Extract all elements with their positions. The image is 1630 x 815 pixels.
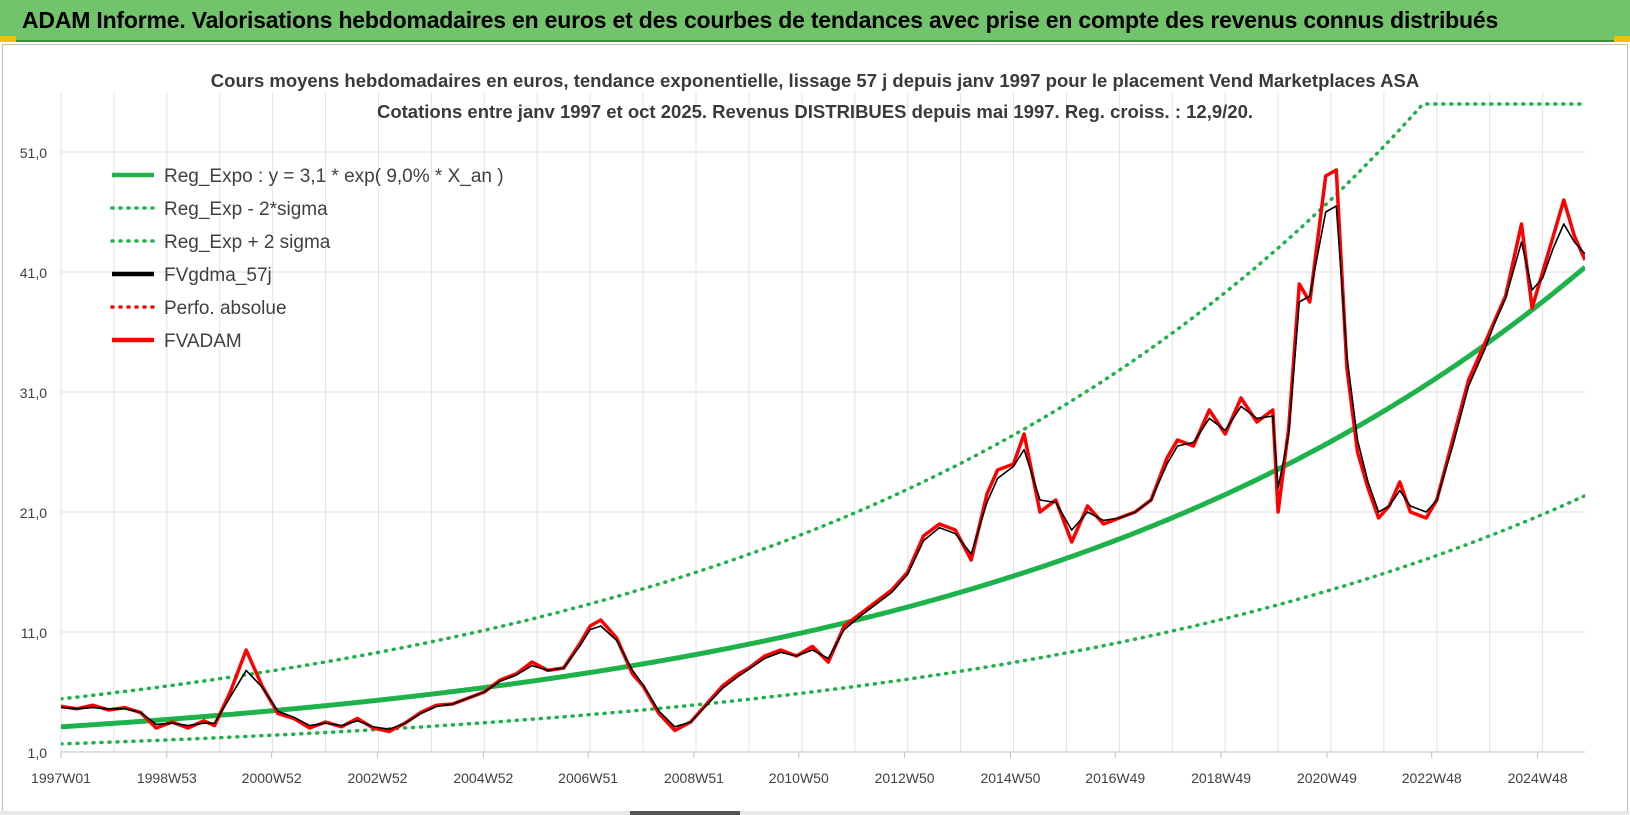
bottom-strip: [0, 811, 1630, 815]
corner-accent-right: [1614, 36, 1630, 42]
legend-label: Reg_Exp + 2 sigma: [164, 232, 331, 253]
x-tick-label: 2016W49: [1085, 770, 1145, 786]
x-tick-label: 2014W50: [980, 770, 1040, 786]
banner-title: ADAM Informe. Valorisations hebdomadaire…: [22, 7, 1499, 33]
reg-expo-line: [61, 265, 1585, 730]
x-tick-label: 2022W48: [1402, 770, 1462, 786]
reg-plus-2sigma-line: [61, 102, 1585, 701]
y-tick-label: 51,0: [20, 145, 47, 161]
legend-label: Perfo. absolue: [164, 298, 287, 319]
fvadam-line: [61, 168, 1585, 734]
x-tick-label: 2004W52: [453, 770, 513, 786]
x-tick-label: 2008W51: [664, 770, 724, 786]
chart-grid: [60, 92, 1585, 753]
chart-series: [61, 102, 1585, 746]
y-tick-label: 11,0: [21, 625, 47, 641]
x-tick-label: 2018W49: [1191, 770, 1251, 786]
x-tick-label: 2006W51: [558, 770, 618, 786]
bottom-strip-marker: [630, 811, 740, 815]
chart-legend: Reg_Expo : y = 3,1 * exp( 9,0% * X_an ) R…: [110, 166, 504, 352]
x-tick-label: 2020W49: [1297, 770, 1357, 786]
fvgdma-57j-line: [61, 205, 1585, 730]
y-tick-label: 1,0: [28, 745, 48, 761]
y-tick-label: 21,0: [20, 505, 47, 521]
legend-label: FVgdma_57j: [164, 265, 272, 286]
legend-label: Reg_Expo : y = 3,1 * exp( 9,0% * X_an ): [164, 166, 504, 187]
legend-label: FVADAM: [164, 331, 242, 352]
title-banner: ADAM Informe. Valorisations hebdomadaire…: [0, 0, 1630, 42]
chart-subtitle: Cotations entre janv 1997 et oct 2025. R…: [377, 101, 1253, 122]
x-tick-label: 2002W52: [348, 770, 408, 786]
y-tick-label: 41,0: [20, 265, 47, 281]
x-tick-label: 2010W50: [769, 770, 829, 786]
legend-label: Reg_Exp - 2*sigma: [164, 199, 328, 220]
reg-minus-2sigma-line: [61, 493, 1585, 746]
x-tick-label: 2024W48: [1508, 770, 1568, 786]
x-tick-label: 1998W53: [137, 770, 197, 786]
x-tick-label: 2000W52: [242, 770, 302, 786]
y-tick-label: 31,0: [20, 385, 47, 401]
chart-axes: 1,0 11,0 21,0 31,0 41,0 51,0 1997W01 1998W53 200…: [20, 145, 1585, 786]
chart-title: Cours moyens hebdomadaires en euros, ten…: [211, 70, 1419, 91]
x-tick-label: 2012W50: [875, 770, 935, 786]
x-tick-label: 1997W01: [31, 770, 91, 786]
corner-accent-left: [0, 36, 16, 42]
